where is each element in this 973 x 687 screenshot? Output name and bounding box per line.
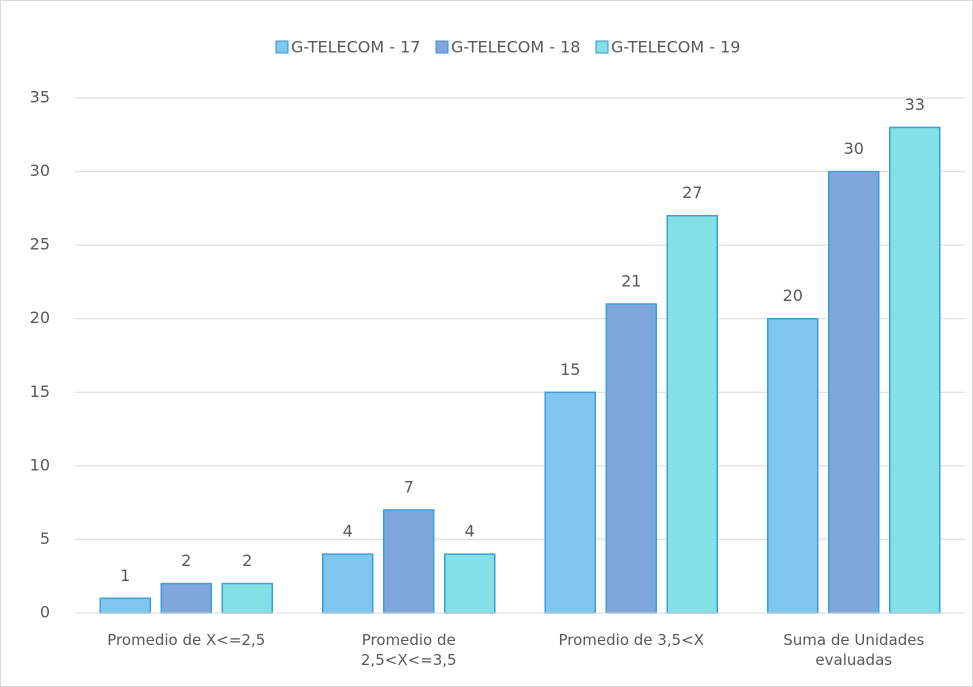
y-tick-label: 35 [30,88,50,107]
legend-label: G-TELECOM - 17 [291,38,420,57]
bar [889,126,941,614]
x-tick-label: Promedio de 2,5<X<=3,5 [360,631,457,669]
data-label: 21 [621,272,641,291]
bar [544,391,596,614]
bar [605,303,657,614]
legend-swatch [275,40,289,54]
data-label: 27 [682,183,702,202]
y-tick-label: 15 [30,382,50,401]
bar [383,509,435,614]
y-tick-label: 20 [30,308,50,327]
bar [322,553,374,614]
bar [99,597,151,614]
bar [160,582,212,614]
data-label: 15 [560,360,580,379]
data-label: 33 [905,95,925,114]
data-label: 2 [242,551,252,570]
x-tick-label: Promedio de X<=2,5 [107,631,266,649]
bar [444,553,496,614]
data-label: 7 [404,478,414,497]
data-label: 1 [120,566,130,585]
data-label: 30 [844,139,864,158]
data-label: 4 [465,522,475,541]
bar [666,214,718,614]
bar [221,582,273,614]
x-tick-label: Promedio de 3,5<X [558,631,705,649]
y-tick-label: 10 [30,455,50,474]
y-tick-label: 5 [40,529,50,548]
legend-swatch [595,40,609,54]
data-label: 2 [181,551,191,570]
x-tick-label: Suma de Unidades evaluadas [783,631,925,669]
legend-swatch [435,40,449,54]
bar [828,170,880,614]
data-label: 4 [343,522,353,541]
y-tick-label: 25 [30,235,50,254]
data-label: 20 [783,286,803,305]
legend-label: G-TELECOM - 19 [611,38,740,57]
legend-label: G-TELECOM - 18 [451,38,580,57]
bar [767,317,819,614]
y-tick-label: 0 [40,603,50,622]
y-tick-label: 30 [30,161,50,180]
